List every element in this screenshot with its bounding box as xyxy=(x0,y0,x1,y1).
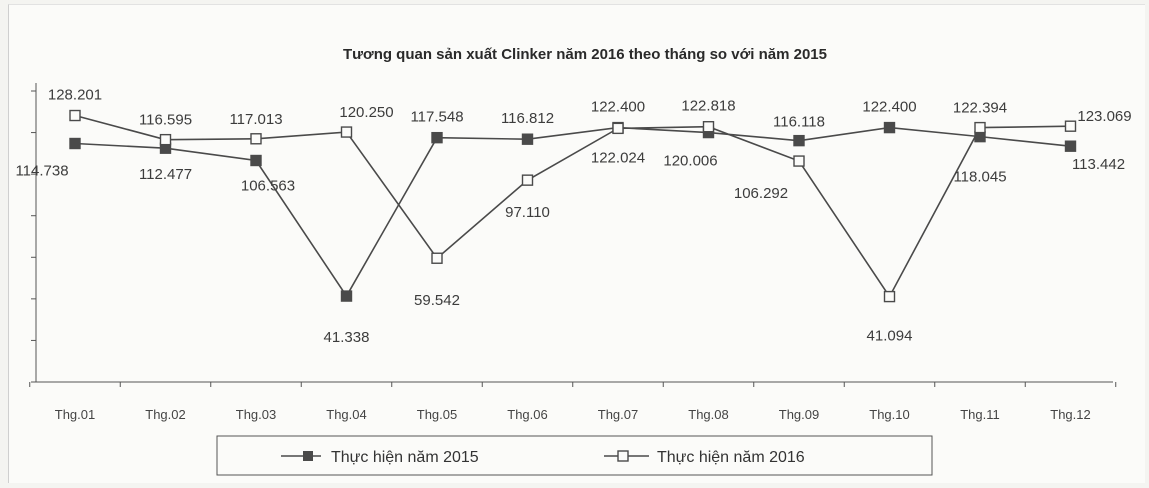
data-label-0: 117.548 xyxy=(410,109,463,126)
data-point-1 xyxy=(69,109,81,122)
data-label-1: 122.394 xyxy=(953,100,1007,117)
data-label-1: 123.069 xyxy=(1077,108,1131,125)
data-point-1 xyxy=(340,126,353,138)
data-label-0: 122.400 xyxy=(862,99,916,116)
data-point-1 xyxy=(250,133,262,145)
data-point-0 xyxy=(431,131,443,144)
x-tick-labels: Thg.01 Thg.02 Thg.03 Thg.04 Thg.05 Thg.06 Thg.… xyxy=(55,407,1091,422)
data-point-1 xyxy=(793,155,805,167)
data-label-0: 113.442 xyxy=(1072,156,1125,173)
legend-marker-2015 xyxy=(303,451,313,461)
data-label-1: 59.542 xyxy=(414,292,460,309)
legend-label-2016: Thực hiện năm 2016 xyxy=(657,449,805,466)
data-point-1 xyxy=(431,252,443,264)
data-label-0: 112.477 xyxy=(139,166,192,183)
series-lines xyxy=(74,114,1071,299)
data-point-0 xyxy=(883,121,896,134)
data-point-1 xyxy=(883,290,896,303)
x-tick-label: Thg.04 xyxy=(326,407,366,422)
data-label-1: 97.110 xyxy=(505,204,550,221)
x-tick-label: Thg.09 xyxy=(779,407,819,422)
axes xyxy=(29,83,1117,387)
legend-label-2015: Thực hiện năm 2015 xyxy=(331,449,479,466)
data-point-0 xyxy=(793,134,805,147)
data-label-0: 116.118 xyxy=(773,114,825,131)
data-point-1 xyxy=(612,122,624,135)
x-tick-label: Thg.12 xyxy=(1050,407,1090,422)
x-tick-label: Thg.07 xyxy=(598,407,638,422)
data-label-1: 120.250 xyxy=(339,104,393,121)
series-markers xyxy=(69,109,1077,303)
x-tick-label: Thg.05 xyxy=(417,407,457,422)
x-tick-label: Thg.01 xyxy=(55,407,95,422)
data-labels: 114.738 112.477 106.563 41.338 117.548 116.81… xyxy=(15,87,1131,347)
data-label-1: 122.818 xyxy=(681,98,735,115)
data-label-0: 116.812 xyxy=(501,110,554,127)
data-point-0 xyxy=(340,290,353,302)
data-point-0 xyxy=(250,154,262,167)
data-label-0: 120.006 xyxy=(663,153,717,170)
data-label-1: 122.024 xyxy=(591,149,645,166)
data-point-1 xyxy=(974,121,986,134)
x-tick-label: Thg.10 xyxy=(869,407,909,422)
chart-title: Tương quan sản xuất Clinker năm 2016 the… xyxy=(343,46,827,63)
x-tick-label: Thg.11 xyxy=(960,407,1000,422)
series-line-1 xyxy=(74,114,1071,299)
legend: Thực hiện năm 2015 Thực hiện năm 2016 xyxy=(216,435,933,476)
data-label-0: 122.400 xyxy=(591,99,645,116)
line-chart: Tương quan sản xuất Clinker năm 2016 the… xyxy=(15,46,1132,476)
data-label-0: 118.045 xyxy=(953,169,1006,186)
legend-box xyxy=(216,435,933,476)
data-label-1: 116.595 xyxy=(139,112,192,129)
x-tick-label: Thg.02 xyxy=(145,407,185,422)
data-point-1 xyxy=(159,133,172,146)
x-tick-label: Thg.03 xyxy=(236,407,276,422)
data-label-1: 106.292 xyxy=(734,185,788,202)
data-label-1: 117.013 xyxy=(229,111,282,128)
data-label-0: 106.563 xyxy=(241,178,295,195)
series-line-0 xyxy=(74,126,1071,298)
data-point-1 xyxy=(702,121,715,133)
x-tick-label: Thg.08 xyxy=(688,407,728,422)
data-label-1: 41.094 xyxy=(867,328,913,345)
data-point-1 xyxy=(1064,120,1077,132)
data-point-0 xyxy=(69,137,81,150)
data-point-0 xyxy=(521,133,534,145)
data-label-1: 128.201 xyxy=(48,87,102,104)
legend-marker-2016 xyxy=(617,450,629,462)
x-tick-label: Thg.06 xyxy=(507,407,547,422)
data-point-0 xyxy=(1064,140,1077,152)
data-point-1 xyxy=(521,174,534,186)
data-label-0: 41.338 xyxy=(324,329,370,346)
data-label-0: 114.738 xyxy=(15,163,68,180)
chart-frame: Tương quan sản xuất Clinker năm 2016 the… xyxy=(8,4,1145,483)
